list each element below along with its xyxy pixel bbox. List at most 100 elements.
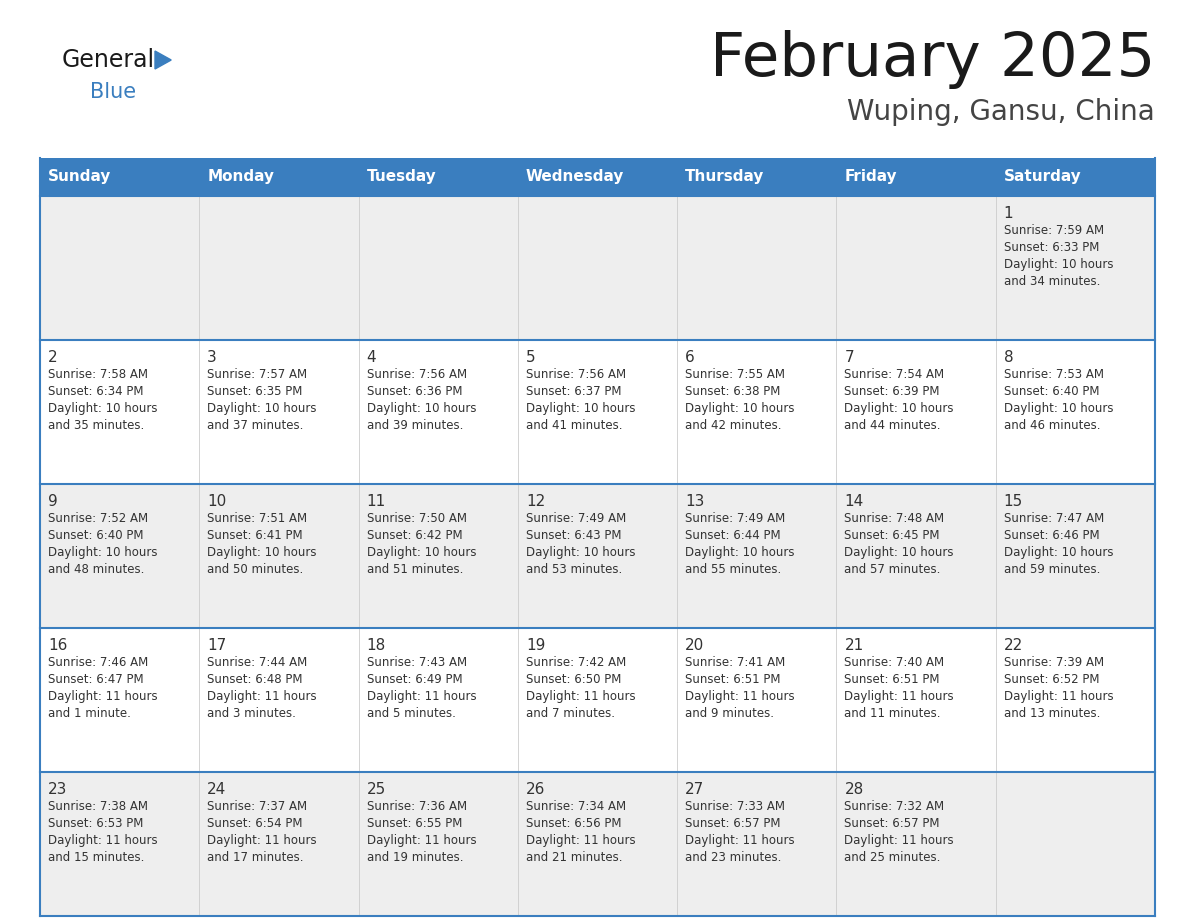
Bar <box>996 158 1155 196</box>
Text: Sunrise: 7:47 AM: Sunrise: 7:47 AM <box>1004 512 1104 525</box>
Bar <box>996 772 1155 916</box>
Text: Daylight: 11 hours: Daylight: 11 hours <box>526 690 636 703</box>
Bar <box>359 628 518 772</box>
Text: Sunrise: 7:58 AM: Sunrise: 7:58 AM <box>48 368 148 381</box>
Text: Daylight: 11 hours: Daylight: 11 hours <box>685 690 795 703</box>
Bar <box>40 158 200 196</box>
Bar <box>996 340 1155 484</box>
Text: Daylight: 10 hours: Daylight: 10 hours <box>367 402 476 415</box>
Text: Sunrise: 7:51 AM: Sunrise: 7:51 AM <box>207 512 308 525</box>
Text: Sunset: 6:47 PM: Sunset: 6:47 PM <box>48 673 144 686</box>
Text: and 44 minutes.: and 44 minutes. <box>845 419 941 432</box>
Text: 26: 26 <box>526 782 545 797</box>
Text: Daylight: 10 hours: Daylight: 10 hours <box>845 402 954 415</box>
Text: and 48 minutes.: and 48 minutes. <box>48 563 145 576</box>
Bar <box>40 772 200 916</box>
Text: February 2025: February 2025 <box>709 30 1155 89</box>
Text: and 21 minutes.: and 21 minutes. <box>526 851 623 864</box>
Bar <box>200 628 359 772</box>
Text: 7: 7 <box>845 350 854 365</box>
Text: and 53 minutes.: and 53 minutes. <box>526 563 623 576</box>
Bar <box>359 196 518 340</box>
Text: Sunset: 6:55 PM: Sunset: 6:55 PM <box>367 817 462 830</box>
Bar <box>40 484 200 628</box>
Text: Daylight: 10 hours: Daylight: 10 hours <box>685 546 795 559</box>
Bar <box>836 158 996 196</box>
Text: Wednesday: Wednesday <box>526 170 624 185</box>
Text: Daylight: 11 hours: Daylight: 11 hours <box>367 834 476 847</box>
Bar <box>40 340 200 484</box>
Polygon shape <box>154 51 171 69</box>
Text: 28: 28 <box>845 782 864 797</box>
Text: and 34 minutes.: and 34 minutes. <box>1004 275 1100 288</box>
Text: and 9 minutes.: and 9 minutes. <box>685 707 775 720</box>
Text: Sunset: 6:52 PM: Sunset: 6:52 PM <box>1004 673 1099 686</box>
Text: Sunset: 6:35 PM: Sunset: 6:35 PM <box>207 385 303 398</box>
Bar <box>677 628 836 772</box>
Text: and 17 minutes.: and 17 minutes. <box>207 851 304 864</box>
Text: Sunrise: 7:50 AM: Sunrise: 7:50 AM <box>367 512 467 525</box>
Text: Sunrise: 7:33 AM: Sunrise: 7:33 AM <box>685 800 785 813</box>
Text: Sunset: 6:40 PM: Sunset: 6:40 PM <box>1004 385 1099 398</box>
Bar <box>836 340 996 484</box>
Text: and 11 minutes.: and 11 minutes. <box>845 707 941 720</box>
Text: Sunset: 6:41 PM: Sunset: 6:41 PM <box>207 529 303 542</box>
Bar <box>996 196 1155 340</box>
Text: Daylight: 10 hours: Daylight: 10 hours <box>685 402 795 415</box>
Text: Sunset: 6:33 PM: Sunset: 6:33 PM <box>1004 241 1099 254</box>
Text: Daylight: 10 hours: Daylight: 10 hours <box>48 546 158 559</box>
Bar <box>359 158 518 196</box>
Text: and 35 minutes.: and 35 minutes. <box>48 419 144 432</box>
Text: and 1 minute.: and 1 minute. <box>48 707 131 720</box>
Text: General: General <box>62 48 156 72</box>
Text: Daylight: 10 hours: Daylight: 10 hours <box>845 546 954 559</box>
Text: Sunset: 6:50 PM: Sunset: 6:50 PM <box>526 673 621 686</box>
Text: 24: 24 <box>207 782 227 797</box>
Text: Sunrise: 7:56 AM: Sunrise: 7:56 AM <box>367 368 467 381</box>
Text: Daylight: 11 hours: Daylight: 11 hours <box>685 834 795 847</box>
Text: Tuesday: Tuesday <box>367 170 436 185</box>
Text: 2: 2 <box>48 350 58 365</box>
Bar <box>200 340 359 484</box>
Bar <box>359 340 518 484</box>
Text: Sunrise: 7:56 AM: Sunrise: 7:56 AM <box>526 368 626 381</box>
Text: and 51 minutes.: and 51 minutes. <box>367 563 463 576</box>
Text: Daylight: 11 hours: Daylight: 11 hours <box>48 690 158 703</box>
Text: Daylight: 10 hours: Daylight: 10 hours <box>1004 258 1113 271</box>
Text: 13: 13 <box>685 494 704 509</box>
Text: Sunrise: 7:55 AM: Sunrise: 7:55 AM <box>685 368 785 381</box>
Text: Daylight: 11 hours: Daylight: 11 hours <box>207 834 317 847</box>
Text: Daylight: 11 hours: Daylight: 11 hours <box>1004 690 1113 703</box>
Text: Wuping, Gansu, China: Wuping, Gansu, China <box>847 98 1155 126</box>
Text: Sunset: 6:51 PM: Sunset: 6:51 PM <box>685 673 781 686</box>
Bar <box>677 772 836 916</box>
Text: Sunset: 6:45 PM: Sunset: 6:45 PM <box>845 529 940 542</box>
Bar <box>836 484 996 628</box>
Text: Sunrise: 7:39 AM: Sunrise: 7:39 AM <box>1004 656 1104 669</box>
Text: Sunrise: 7:52 AM: Sunrise: 7:52 AM <box>48 512 148 525</box>
Text: Sunrise: 7:41 AM: Sunrise: 7:41 AM <box>685 656 785 669</box>
Text: 20: 20 <box>685 638 704 653</box>
Text: 8: 8 <box>1004 350 1013 365</box>
Text: Saturday: Saturday <box>1004 170 1081 185</box>
Bar <box>359 772 518 916</box>
Bar <box>677 196 836 340</box>
Bar <box>518 340 677 484</box>
Text: Daylight: 11 hours: Daylight: 11 hours <box>367 690 476 703</box>
Text: Sunrise: 7:34 AM: Sunrise: 7:34 AM <box>526 800 626 813</box>
Bar <box>518 158 677 196</box>
Text: Sunrise: 7:37 AM: Sunrise: 7:37 AM <box>207 800 308 813</box>
Bar <box>518 484 677 628</box>
Text: Monday: Monday <box>207 170 274 185</box>
Text: Daylight: 10 hours: Daylight: 10 hours <box>207 546 317 559</box>
Text: Daylight: 11 hours: Daylight: 11 hours <box>845 690 954 703</box>
Text: and 7 minutes.: and 7 minutes. <box>526 707 615 720</box>
Text: Sunday: Sunday <box>48 170 112 185</box>
Text: Sunrise: 7:54 AM: Sunrise: 7:54 AM <box>845 368 944 381</box>
Text: Daylight: 11 hours: Daylight: 11 hours <box>845 834 954 847</box>
Text: and 39 minutes.: and 39 minutes. <box>367 419 463 432</box>
Text: 14: 14 <box>845 494 864 509</box>
Text: 27: 27 <box>685 782 704 797</box>
Bar <box>200 772 359 916</box>
Text: Sunset: 6:49 PM: Sunset: 6:49 PM <box>367 673 462 686</box>
